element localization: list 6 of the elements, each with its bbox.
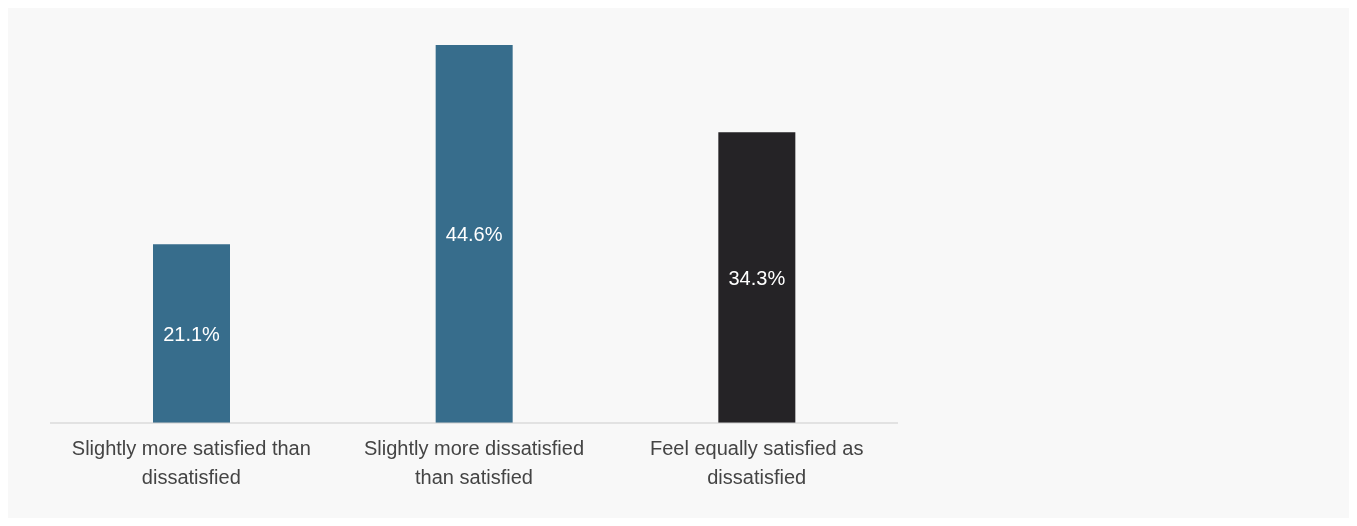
- x-tick-label: Slightly more satisfied than dissatisfied: [71, 437, 311, 488]
- data-label: 21.1%: [163, 322, 221, 345]
- x-tick-label: Slightly more dissatisfied than satisfied: [363, 437, 585, 488]
- data-label: 44.6%: [445, 223, 503, 246]
- x-tick-label: Feel equally satisfied as dissatisfied: [649, 437, 864, 488]
- data-label: 34.3%: [728, 266, 786, 289]
